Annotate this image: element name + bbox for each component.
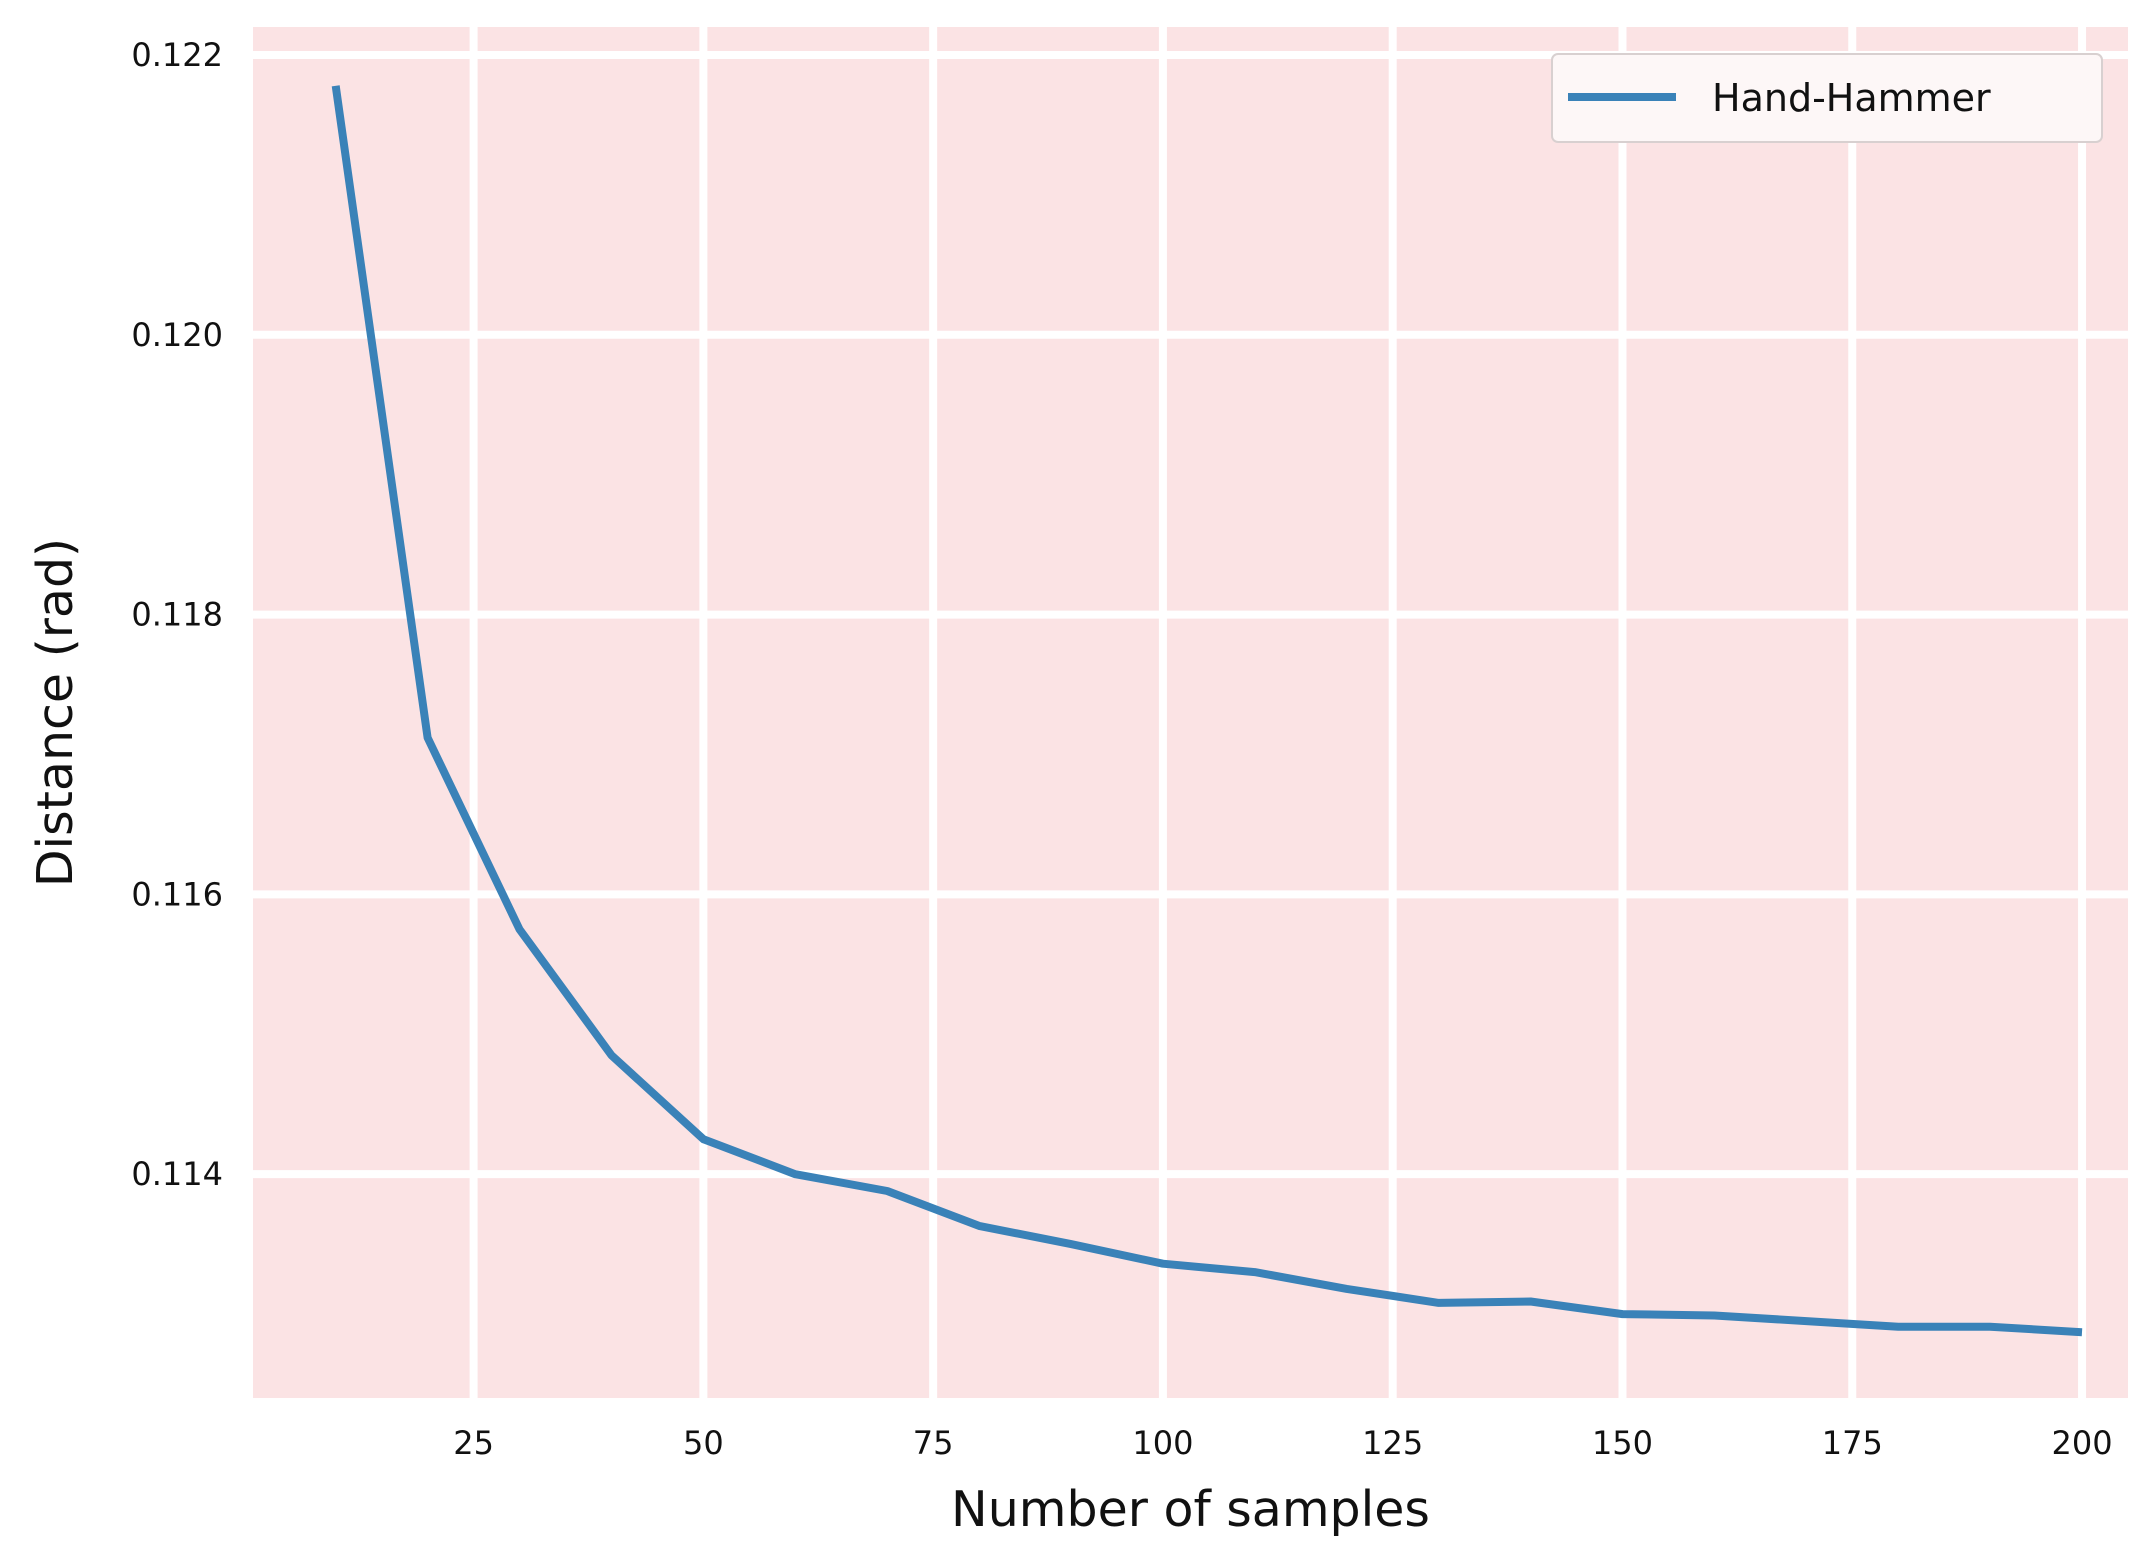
y-axis-title: Distance (rad) <box>27 538 84 887</box>
legend: Hand-Hammer <box>1551 53 2103 143</box>
x-tick-label: 50 <box>683 1424 724 1462</box>
legend-label-hand-hammer: Hand-Hammer <box>1712 76 1991 120</box>
x-tick-label: 200 <box>2052 1424 2113 1462</box>
x-tick-label: 100 <box>1132 1424 1193 1462</box>
series-group <box>331 85 2083 1337</box>
x-tick-label: 125 <box>1362 1424 1423 1462</box>
x-tick-label: 175 <box>1822 1424 1883 1462</box>
legend-box <box>1551 53 2103 143</box>
x-axis-title: Number of samples <box>951 1481 1430 1538</box>
plot-background <box>253 27 2128 1398</box>
x-tick-label: 150 <box>1592 1424 1653 1462</box>
y-tick-label: 0.122 <box>131 36 223 74</box>
x-tick-label: 25 <box>453 1424 494 1462</box>
y-tick-label: 0.120 <box>131 316 223 354</box>
y-tick-label: 0.118 <box>131 596 223 634</box>
y-tick-label: 0.116 <box>131 875 223 913</box>
series-line-hand-hammer <box>331 85 2083 1337</box>
y-tick-labels: 0.114 0.116 0.118 0.120 0.122 <box>131 36 223 1193</box>
y-tick-label: 0.114 <box>131 1155 223 1193</box>
x-tick-label: 75 <box>913 1424 954 1462</box>
x-tick-labels: 25 50 75 100 125 150 175 200 <box>453 1424 2112 1462</box>
